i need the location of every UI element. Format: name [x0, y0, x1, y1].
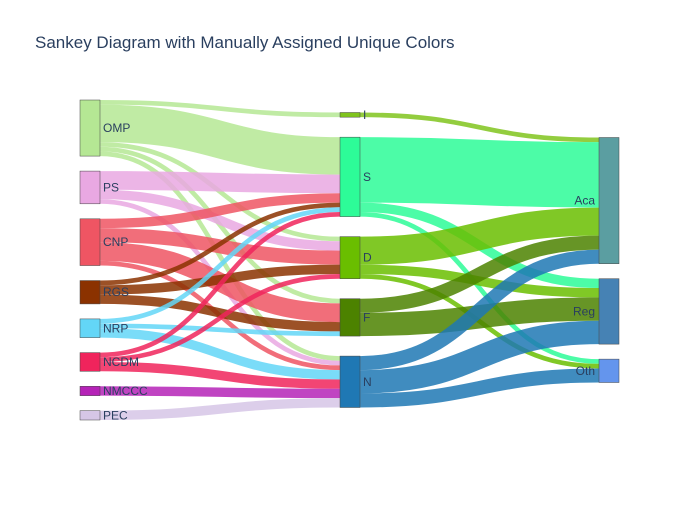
link-omp-to-s[interactable] [99, 104, 341, 175]
link-s-to-oth[interactable] [359, 211, 600, 364]
node-label-aca: Aca [574, 194, 595, 208]
node-label-ps: PS [103, 180, 119, 194]
node-nmccc[interactable] [79, 386, 101, 396]
node-label-s: S [363, 170, 371, 184]
link-cnp-to-s[interactable] [99, 193, 341, 229]
link-omp-to-i[interactable] [99, 100, 341, 118]
link-nrp-to-f[interactable] [99, 323, 341, 337]
node-label-pec: PEC [103, 408, 128, 422]
link-n-to-aca[interactable] [359, 249, 600, 371]
nodes-layer [79, 99, 620, 421]
node-label-d: D [363, 251, 372, 265]
node-label-n: N [363, 375, 372, 389]
link-omp-to-d[interactable] [99, 142, 341, 242]
node-ncdm[interactable] [79, 352, 101, 372]
node-n[interactable] [339, 355, 361, 408]
node-label-nrp: NRP [103, 321, 128, 335]
node-f[interactable] [339, 298, 361, 337]
node-label-oth: Oth [576, 364, 595, 378]
node-oth[interactable] [598, 358, 620, 383]
link-n-to-oth[interactable] [359, 368, 600, 408]
node-label-nmccc: NMCCC [103, 384, 148, 398]
node-label-omp: OMP [103, 121, 130, 135]
link-f-to-aca[interactable] [359, 235, 600, 313]
link-ncdm-to-d[interactable] [99, 274, 341, 362]
node-i[interactable] [339, 112, 361, 118]
node-cnp[interactable] [79, 218, 101, 266]
link-ps-to-d[interactable] [99, 189, 341, 251]
node-rgs[interactable] [79, 280, 101, 305]
links-layer [99, 100, 600, 420]
link-rgs-to-s[interactable] [99, 202, 341, 286]
node-omp[interactable] [79, 99, 101, 157]
node-label-rgs: RGS [103, 285, 129, 299]
node-reg[interactable] [598, 278, 620, 345]
node-label-f: F [363, 310, 370, 324]
node-s[interactable] [339, 136, 361, 217]
link-ncdm-to-n[interactable] [99, 361, 341, 389]
node-pec[interactable] [79, 410, 101, 421]
link-s-to-aca[interactable] [359, 137, 600, 208]
chart-title: Sankey Diagram with Manually Assigned Un… [35, 33, 455, 52]
node-ps[interactable] [79, 170, 101, 205]
node-label-ncdm: NCDM [103, 355, 139, 369]
link-nmccc-to-n[interactable] [99, 386, 341, 399]
link-d-to-aca[interactable] [359, 207, 600, 265]
link-omp-to-n[interactable] [99, 151, 341, 361]
node-label-i: I [363, 108, 366, 122]
link-rgs-to-d[interactable] [99, 264, 341, 295]
link-nrp-to-n[interactable] [99, 328, 341, 380]
node-aca[interactable] [598, 137, 620, 264]
node-label-cnp: CNP [103, 235, 128, 249]
link-ps-to-s[interactable] [99, 171, 341, 194]
node-label-reg: Reg [573, 304, 595, 318]
link-i-to-aca[interactable] [359, 112, 600, 143]
link-nrp-to-s[interactable] [99, 207, 341, 324]
node-nrp[interactable] [79, 318, 101, 338]
link-pec-to-n[interactable] [99, 398, 341, 420]
node-d[interactable] [339, 236, 361, 279]
link-ncdm-to-s[interactable] [99, 211, 341, 358]
link-n-to-reg[interactable] [359, 320, 600, 394]
labels-layer: OMP PS CNP RGS NRP NCDM NMCCC PEC I S D F N Aca Reg Oth [103, 108, 595, 422]
link-rgs-to-f[interactable] [99, 294, 341, 332]
